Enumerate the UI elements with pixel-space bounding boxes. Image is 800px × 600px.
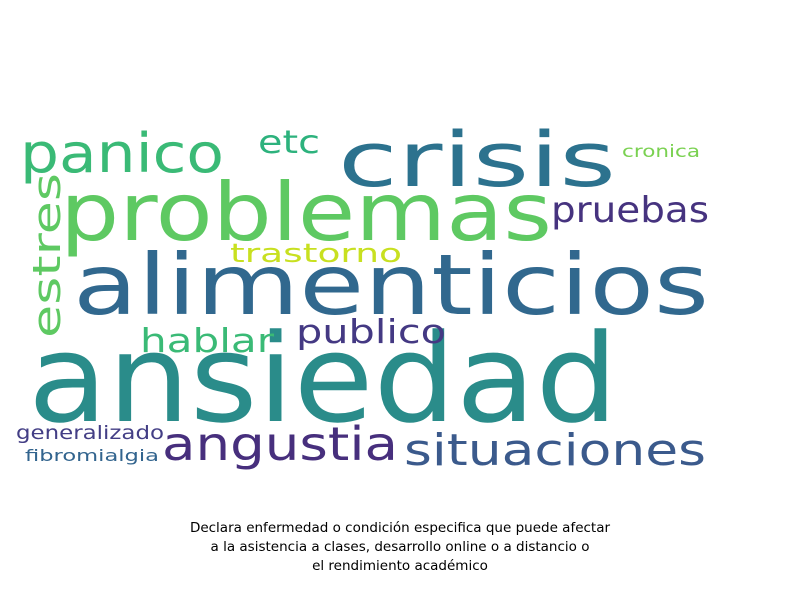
word-cronica: cronica [622,142,700,162]
word-ansiedad: ansiedad [28,308,618,450]
word-fibromialgia: fibromialgia [25,446,159,465]
word-panico: panico [20,122,224,185]
word-problemas: problemas [60,166,552,259]
word-trastorno: trastorno [230,239,402,269]
caption-line-2: a la asistencia a clases, desarrollo onl… [210,539,590,555]
word-hablar: hablar [140,321,275,360]
caption-line-1: Declara enfermedad o condición especific… [189,520,611,536]
word-pruebas: pruebas [551,190,709,231]
word-alimenticios: alimenticios [73,236,709,334]
word-angustia: angustia [162,417,398,471]
word-estres: estres [25,173,69,338]
word-publico: publico [296,312,446,351]
caption-line-3: el rendimiento académico [312,558,488,574]
word-generalizado: generalizado [16,422,164,444]
word-situaciones: situaciones [404,425,706,476]
word-crisis: crisis [338,115,616,204]
caption: Declara enfermedad o condición especific… [100,519,700,576]
word-etc: etc [258,123,320,161]
